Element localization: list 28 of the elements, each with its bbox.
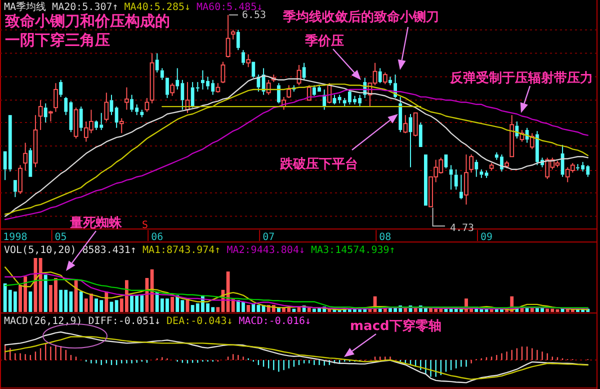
annotation: 量死蜘蛛 <box>69 215 123 231</box>
x-tick-label: 07 <box>262 232 275 243</box>
x-tick-label: 09 <box>480 232 493 243</box>
annotation: 反弹受制于压辐射带压力 <box>449 70 593 86</box>
text: MA3:14574.939↑ <box>311 245 396 256</box>
series-label: DEA:-0.043↓ <box>166 316 233 327</box>
text: MA40:5.285↓ <box>124 2 191 13</box>
series-label: DIFF:-0.051↓ <box>88 316 161 327</box>
annotation: 跌破压下平台 <box>279 156 358 172</box>
text: MA2:9443.804↓ <box>226 245 305 256</box>
text: MA1:8743.974↑ <box>142 245 221 256</box>
annotation: 季均线收敛后的致命小铡刀 <box>282 9 439 25</box>
annotation: S <box>142 220 148 231</box>
annotation: 季价压 <box>304 33 344 49</box>
annotation: macd下穿零轴 <box>350 318 442 334</box>
annotation: 致命小铡刀和价压构成的 <box>4 12 170 30</box>
x-tick-label: 06 <box>151 232 164 243</box>
x-tick-label: 1998 <box>3 232 28 243</box>
x-tick-label: 08 <box>379 232 392 243</box>
chart-title: MA季均线 <box>4 1 46 13</box>
chart-title: VOL(5,10,20) <box>4 245 76 256</box>
x-tick-label: 05 <box>54 232 67 243</box>
annotation: 一阴下穿三角压 <box>5 31 110 49</box>
chart-title: MACD(26,12,9) <box>4 316 82 327</box>
annotation: 6.53 <box>242 10 266 21</box>
text: 8583.431↑ <box>82 245 136 256</box>
text: MACD:-0.016↓ <box>238 316 312 327</box>
text: MA20:5.307↑ <box>52 2 118 13</box>
